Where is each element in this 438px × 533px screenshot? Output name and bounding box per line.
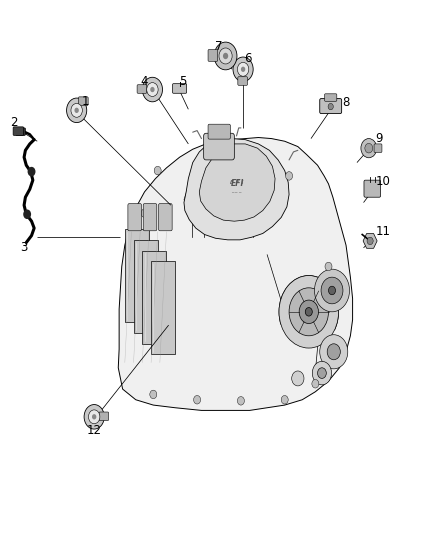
Circle shape (325, 262, 332, 271)
Circle shape (305, 308, 312, 316)
Bar (151, 261, 175, 354)
Text: 8: 8 (343, 96, 350, 109)
Circle shape (194, 395, 201, 404)
FancyBboxPatch shape (137, 85, 147, 93)
Text: 3: 3 (21, 241, 28, 254)
FancyBboxPatch shape (238, 77, 247, 85)
Text: 9: 9 (375, 132, 383, 145)
Bar (142, 251, 166, 344)
Circle shape (318, 368, 326, 378)
Circle shape (214, 42, 237, 70)
Circle shape (289, 288, 328, 336)
Circle shape (71, 103, 82, 117)
Circle shape (314, 269, 350, 312)
Circle shape (286, 172, 293, 180)
FancyBboxPatch shape (159, 204, 172, 231)
Circle shape (237, 397, 244, 405)
Circle shape (367, 237, 373, 245)
FancyBboxPatch shape (16, 128, 25, 135)
Text: 2: 2 (10, 116, 18, 129)
Circle shape (320, 335, 348, 369)
FancyBboxPatch shape (143, 204, 157, 231)
Polygon shape (184, 139, 289, 240)
FancyBboxPatch shape (99, 412, 109, 421)
Circle shape (237, 62, 249, 76)
Text: 10: 10 (376, 175, 391, 188)
Circle shape (233, 57, 253, 82)
Circle shape (150, 390, 157, 399)
Circle shape (154, 166, 161, 175)
FancyBboxPatch shape (374, 144, 382, 152)
Circle shape (92, 414, 96, 419)
Circle shape (281, 395, 288, 404)
Circle shape (219, 48, 232, 64)
Circle shape (141, 209, 148, 217)
Polygon shape (118, 138, 353, 410)
Text: 12: 12 (87, 424, 102, 437)
FancyBboxPatch shape (325, 94, 337, 101)
Text: _ _ _: _ _ _ (231, 187, 242, 192)
Circle shape (74, 108, 79, 113)
FancyBboxPatch shape (320, 99, 342, 114)
Circle shape (299, 300, 318, 324)
Text: 6: 6 (244, 52, 251, 65)
Text: 4: 4 (141, 75, 148, 87)
Text: 7: 7 (215, 41, 223, 53)
Circle shape (321, 277, 343, 304)
FancyBboxPatch shape (204, 133, 234, 160)
Circle shape (67, 98, 87, 123)
Circle shape (241, 67, 245, 72)
Text: 1: 1 (81, 95, 89, 108)
Circle shape (28, 167, 35, 176)
FancyBboxPatch shape (173, 84, 187, 93)
Polygon shape (184, 144, 275, 223)
Circle shape (142, 77, 162, 102)
Circle shape (328, 103, 333, 110)
Circle shape (223, 53, 228, 59)
Polygon shape (363, 233, 377, 248)
Bar (125, 229, 149, 322)
Circle shape (328, 286, 336, 295)
FancyBboxPatch shape (128, 204, 141, 231)
FancyBboxPatch shape (208, 50, 218, 61)
Text: 5: 5 (180, 75, 187, 87)
FancyBboxPatch shape (364, 180, 381, 197)
Circle shape (327, 344, 340, 360)
Circle shape (88, 410, 100, 424)
FancyBboxPatch shape (78, 97, 88, 106)
Polygon shape (199, 144, 275, 221)
Text: 11: 11 (376, 225, 391, 238)
Circle shape (361, 139, 377, 158)
Circle shape (312, 379, 319, 388)
Circle shape (84, 405, 104, 429)
Circle shape (292, 371, 304, 386)
Circle shape (23, 209, 31, 219)
Circle shape (279, 276, 339, 348)
Text: E F I: E F I (230, 180, 243, 185)
FancyBboxPatch shape (208, 124, 230, 139)
Bar (134, 240, 158, 333)
Circle shape (150, 87, 155, 92)
Circle shape (312, 361, 332, 385)
Circle shape (147, 83, 158, 96)
Text: EFI: EFI (231, 180, 244, 188)
Circle shape (365, 143, 373, 153)
FancyBboxPatch shape (13, 127, 24, 135)
